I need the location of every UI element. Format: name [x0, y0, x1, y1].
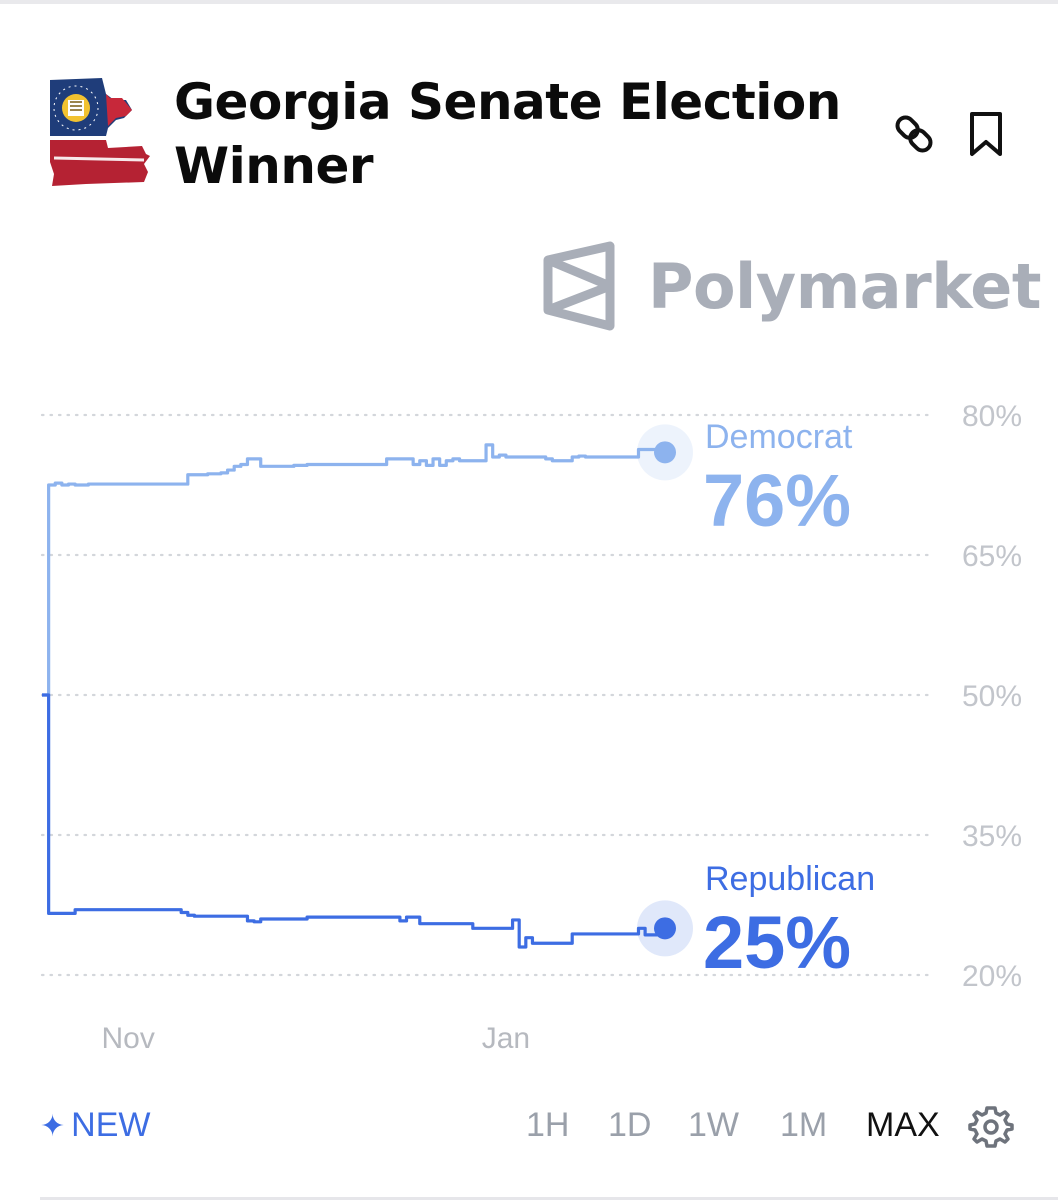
- range-1m[interactable]: 1M: [780, 1106, 828, 1144]
- bottom-divider: [40, 1197, 1058, 1200]
- link-icon[interactable]: [888, 108, 940, 160]
- x-axis-ticks: Nov Jan: [101, 1022, 530, 1055]
- series-name-label: Republican: [705, 860, 875, 898]
- series-lines: [42, 424, 693, 957]
- x-tick-label: Nov: [101, 1022, 154, 1055]
- new-label: NEW: [71, 1106, 151, 1144]
- market-title: Georgia Senate Election Winner: [174, 73, 841, 195]
- y-tick-label: 35%: [962, 820, 1022, 853]
- series-value-label: 25%: [703, 901, 851, 984]
- y-tick-label: 65%: [962, 540, 1022, 573]
- watermark-text: Polymarket: [648, 250, 1041, 323]
- y-axis-ticks: 80% 65% 50% 35% 20%: [962, 400, 1022, 993]
- new-badge[interactable]: ✦ NEW: [40, 1106, 150, 1145]
- bookmark-icon[interactable]: [960, 108, 1012, 160]
- series-line-republican: [42, 693, 667, 949]
- georgia-state-flag-icon: [50, 78, 150, 186]
- range-1w[interactable]: 1W: [688, 1106, 739, 1144]
- market-header: Georgia Senate Election Winner: [40, 70, 1030, 200]
- gear-icon[interactable]: [968, 1104, 1014, 1150]
- x-tick-label: Jan: [482, 1022, 530, 1055]
- range-1d[interactable]: 1D: [608, 1106, 652, 1144]
- range-max[interactable]: MAX: [866, 1106, 940, 1144]
- y-tick-label: 80%: [962, 400, 1022, 433]
- chart-footer: ✦ NEW 1H 1D 1W 1M MAX: [40, 1100, 1030, 1160]
- last-point-marker: [654, 441, 676, 464]
- range-1h[interactable]: 1H: [526, 1106, 570, 1144]
- last-point-marker: [654, 917, 676, 940]
- polymarket-watermark: Polymarket: [540, 240, 1041, 334]
- series-value-label: 76%: [703, 459, 851, 542]
- grid-lines: [40, 413, 932, 977]
- y-tick-label: 50%: [962, 680, 1022, 713]
- sparkle-icon: ✦: [40, 1110, 66, 1143]
- series-line-democrat: [42, 443, 667, 697]
- y-tick-label: 20%: [962, 960, 1022, 993]
- polymarket-logo-icon: [543, 241, 615, 331]
- top-divider: [0, 0, 1058, 4]
- series-name-label: Democrat: [705, 418, 853, 456]
